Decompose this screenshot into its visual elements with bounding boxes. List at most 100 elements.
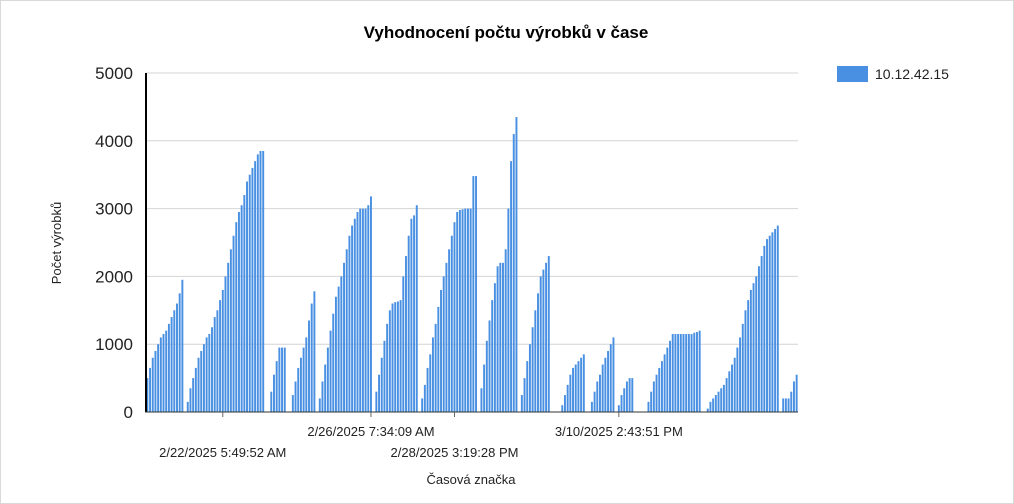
bar (728, 371, 731, 412)
bar (531, 327, 534, 412)
bar (628, 378, 631, 412)
bar (157, 344, 160, 412)
bar (545, 262, 548, 412)
bar (607, 350, 610, 412)
bar (308, 320, 310, 412)
bar (725, 378, 728, 412)
bar (660, 361, 663, 412)
bar (396, 301, 399, 412)
bar (240, 205, 243, 412)
bar (596, 381, 599, 412)
bar (679, 334, 682, 412)
bar (766, 239, 768, 412)
bar (593, 391, 596, 412)
bar (211, 327, 213, 412)
bar (302, 347, 305, 412)
bar (248, 174, 251, 412)
bar (469, 208, 472, 412)
bar (165, 330, 168, 412)
bar (405, 256, 407, 412)
bar (310, 303, 313, 412)
bar (733, 357, 736, 412)
y-tick-labels: 0 1000 2000 3000 4000 5000 (95, 64, 133, 422)
bar (246, 181, 249, 412)
legend-label: 10.12.42.15 (875, 66, 949, 82)
bar (631, 378, 634, 412)
bar (224, 276, 227, 412)
bar (749, 289, 752, 412)
bar (706, 408, 709, 412)
bar (539, 276, 542, 412)
bar (283, 347, 286, 412)
bar (666, 347, 669, 412)
bar (472, 176, 475, 412)
bar (176, 303, 178, 412)
bar (747, 300, 750, 412)
bar (590, 401, 593, 412)
bar (464, 208, 467, 412)
x-tick-label: 2/22/2025 5:49:52 AM (159, 445, 286, 460)
y-axis-label: Počet výrobků (49, 202, 64, 284)
bar (515, 117, 518, 412)
bar (655, 374, 658, 412)
bar (580, 357, 583, 412)
y-tick-label: 3000 (95, 200, 133, 219)
bar (502, 262, 504, 412)
bar (674, 334, 677, 412)
bar (394, 302, 397, 412)
bar (197, 357, 200, 412)
bar (273, 374, 275, 412)
bar (237, 211, 240, 412)
bar (776, 225, 779, 412)
bar (173, 310, 176, 412)
x-axis-label: Časová značka (427, 472, 517, 487)
bar (186, 401, 189, 412)
bar (744, 310, 747, 412)
bar (324, 364, 327, 412)
bar (475, 176, 478, 412)
bar (356, 211, 359, 412)
bar (461, 209, 464, 412)
bar (609, 344, 612, 412)
y-tick-label: 0 (124, 403, 133, 422)
bar (334, 296, 337, 412)
bar (752, 283, 755, 412)
bar (623, 388, 626, 412)
bar (650, 391, 653, 412)
bar (426, 367, 429, 412)
bar (685, 334, 688, 412)
bar (652, 381, 655, 412)
bar (151, 357, 154, 412)
bar (569, 374, 572, 412)
bar (572, 367, 575, 412)
bar (369, 196, 372, 412)
bar (491, 300, 494, 412)
bar (227, 262, 230, 412)
bar (520, 395, 523, 412)
bar (537, 293, 539, 412)
bar (760, 256, 763, 412)
bar (768, 235, 771, 412)
legend: 10.12.42.15 (837, 66, 949, 82)
bar (563, 395, 566, 412)
bar (270, 391, 273, 412)
bar (582, 354, 585, 412)
bar (483, 364, 486, 412)
bar (698, 330, 701, 412)
x-tick-label: 2/26/2025 7:34:09 AM (307, 424, 434, 439)
bar (669, 340, 671, 412)
bar (561, 405, 564, 412)
bar (448, 249, 451, 412)
legend-swatch (837, 66, 868, 82)
bar (671, 334, 674, 412)
bar (329, 330, 332, 412)
bar (528, 344, 531, 412)
bar (202, 344, 205, 412)
bar (262, 150, 265, 412)
y-tick-label: 1000 (95, 335, 133, 354)
bar (763, 245, 766, 412)
bar (205, 337, 208, 412)
bar (512, 134, 515, 412)
bar (755, 276, 758, 412)
bar (299, 357, 302, 412)
